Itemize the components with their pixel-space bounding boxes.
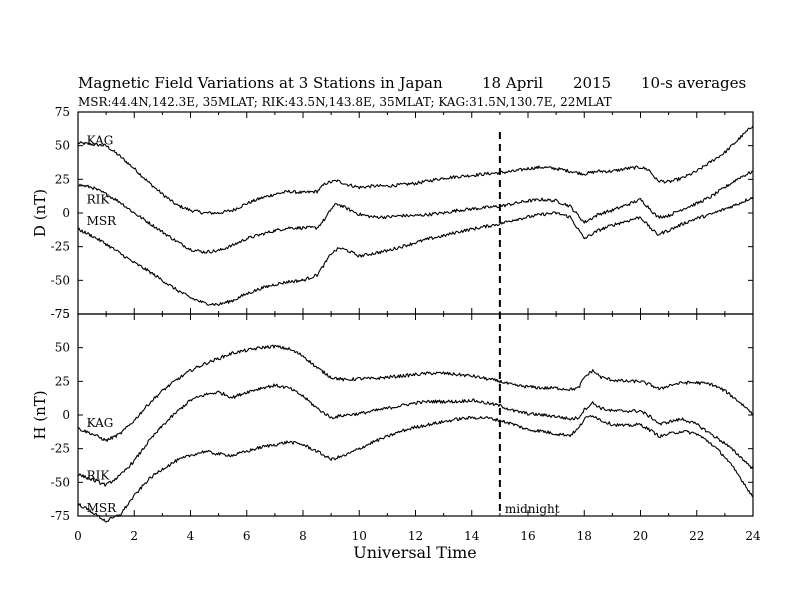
y-axis-label-d: D (nT): [31, 189, 49, 237]
x-axis-label: Universal Time: [353, 543, 476, 562]
series-line-d-kag: [77, 125, 754, 215]
series-label-d-msr: MSR: [87, 214, 118, 228]
y-tick-label-d: -50: [51, 273, 70, 287]
x-tick-label: 20: [633, 529, 648, 543]
chart-subtitle: MSR:44.4N,142.3E, 35MLAT; RIK:43.5N,143.…: [78, 95, 612, 109]
chart-title-date: 18 April: [482, 74, 543, 92]
x-tick-label: 22: [689, 529, 704, 543]
x-tick-label: 10: [352, 529, 367, 543]
midnight-label: midnight: [505, 502, 560, 516]
x-tick-label: 2: [130, 529, 138, 543]
chart-title: Magnetic Field Variations at 3 Stations …: [78, 74, 443, 92]
y-tick-label-d: 25: [55, 172, 70, 186]
x-tick-label: 6: [243, 529, 251, 543]
y-tick-label-h: -50: [51, 475, 70, 489]
y-tick-label-d: 75: [55, 105, 70, 119]
series-line-d-rik: [78, 170, 754, 254]
y-tick-label-h: 0: [62, 408, 70, 422]
series-label-d-rik: RIK: [87, 193, 111, 207]
y-tick-label-h: -25: [51, 442, 70, 456]
y-tick-label-d: 50: [55, 139, 70, 153]
chart-title-year: 2015: [573, 74, 611, 92]
y-tick-label-h: -75: [51, 509, 70, 523]
chart-title-averaging: 10-s averages: [641, 74, 746, 92]
x-tick-label: 8: [299, 529, 307, 543]
x-tick-label: 18: [577, 529, 592, 543]
series-label-h-kag: KAG: [87, 416, 114, 430]
x-tick-label: 16: [520, 529, 535, 543]
series-label-d-kag: KAG: [87, 133, 114, 147]
y-tick-label-h: 25: [55, 374, 70, 388]
y-tick-label-h: 75: [55, 307, 70, 321]
y-axis-label-h: H (nT): [31, 390, 49, 439]
series-labels: KAG RIK MSR KAG RIK MSR: [87, 133, 118, 515]
series-line-h-msr: [77, 415, 754, 523]
y-tick-label-d: -25: [51, 240, 70, 254]
x-tick-label: 14: [464, 529, 480, 543]
x-tick-label: 4: [187, 529, 195, 543]
series-label-h-msr: MSR: [87, 501, 118, 515]
x-tick-label: 24: [745, 529, 761, 543]
series-line-d-msr: [77, 196, 754, 306]
x-tick-label: 0: [74, 529, 82, 543]
panel-h-frame: [77, 313, 754, 517]
series-lines: [77, 125, 754, 523]
y-tick-label-h: 50: [55, 341, 70, 355]
y-tick-label-d: 0: [62, 206, 70, 220]
x-tick-label: 12: [408, 529, 423, 543]
series-label-h-rik: RIK: [87, 469, 111, 483]
series-line-h-rik: [77, 383, 754, 487]
y-tick-label-d: -75: [51, 307, 70, 321]
series-line-h-kag: [77, 344, 754, 442]
